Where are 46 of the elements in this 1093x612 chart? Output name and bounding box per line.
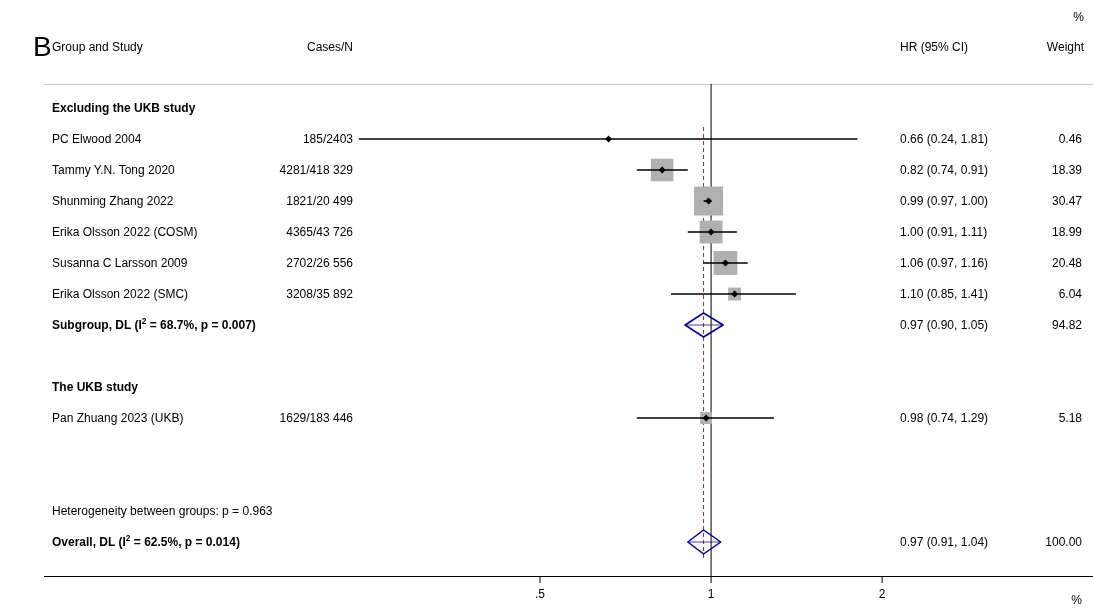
annotation: 0.46 [1058,132,1083,146]
y-tick-label: Subgroup, DL (I$^{2}$ = 68.7%, p = 0.007) [52,316,256,332]
x-tick-label: 2 [878,587,886,601]
annotation: 4365/43 726 [286,225,354,239]
annotation: 94.82 [1051,318,1083,332]
annotation: 4281/418 329 [279,163,354,177]
y-tick-label: Excluding the UKB study [52,101,196,115]
y-tick-label: Overall, DL (I$^{2}$ = 62.5%, p = 0.014) [52,533,240,549]
annotation: 30.47 [1051,194,1083,208]
annotation: 18.99 [1051,225,1083,239]
annotation: 185/2403 [302,132,354,146]
annotation: 0.97 (0.91, 1.04) [900,535,989,549]
y-tick-label: Susanna C Larsson 2009 [52,256,188,270]
y-tick-label: Shunming Zhang 2022 [52,194,174,208]
annotation: 1629/183 446 [279,411,354,425]
x-tick-label: 1 [707,587,715,601]
annotation: 0.66 (0.24, 1.81) [900,132,989,146]
annotation: 6.04 [1058,287,1083,301]
y-tick-label: Pan Zhuang 2023 (UKB) [52,411,184,425]
annotation: 1821/20 499 [286,194,354,208]
annotation: 18.39 [1051,163,1083,177]
text: Cases/N [306,40,353,54]
annotation: 0.99 (0.97, 1.00) [900,194,989,208]
annotation: 1.00 (0.91, 1.11) [900,225,988,239]
annotation: 0.98 (0.74, 1.29) [900,411,989,425]
y-tick-label: Erika Olsson 2022 (COSM) [52,225,198,239]
annotation: 100.00 [1045,535,1083,549]
annotation: 20.48 [1051,256,1083,270]
annotation: 1.06 (0.97, 1.16) [900,256,989,270]
text: % Weight [1046,10,1084,54]
text: HR (95% CI) [900,40,969,54]
y-tick-label: Erika Olsson 2022 (SMC) [52,287,189,301]
annotation: 0.82 (0.74, 0.91) [900,163,989,177]
annotation: 2702/26 556 [286,256,354,270]
annotation: 3208/35 892 [286,287,354,301]
x-tick-label: .5 [535,587,546,601]
text: % [1071,593,1083,607]
y-axis-title: Group and Study [52,40,143,54]
y-tick-label: Tammy Y.N. Tong 2020 [52,163,176,177]
annotation: 5.18 [1058,411,1083,425]
annotation: 0.97 (0.90, 1.05) [900,318,989,332]
chart-title: B [33,31,52,62]
annotation: 1.10 (0.85, 1.41) [900,287,989,301]
y-tick-label: PC Elwood 2004 [52,132,142,146]
y-tick-label: The UKB study [52,380,139,394]
y-tick-label: Heterogeneity between groups: p = 0.963 [52,504,273,518]
